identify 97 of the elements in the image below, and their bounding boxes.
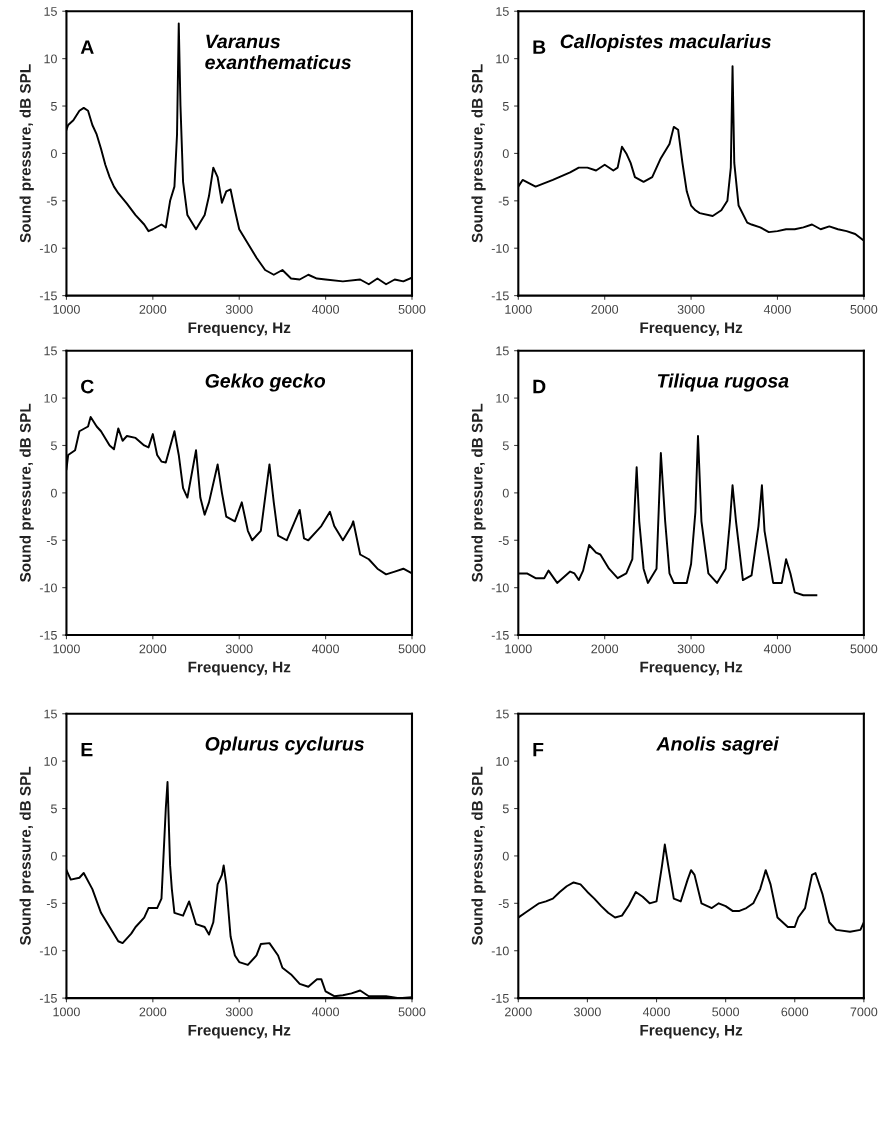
annotation: Gekko gecko bbox=[205, 373, 326, 392]
x-tick-label: 2000 bbox=[591, 644, 619, 654]
x-tick-label: 3000 bbox=[225, 644, 253, 654]
x-tick-label: 5000 bbox=[712, 1007, 740, 1017]
y-tick-label: -5 bbox=[498, 899, 509, 908]
y-tick-label: -15 bbox=[491, 291, 509, 301]
y-tick-label: -10 bbox=[39, 583, 57, 593]
x-axis-title: Frequency, Hz bbox=[188, 661, 291, 676]
x-axis-title: Frequency, Hz bbox=[640, 1024, 743, 1039]
y-tick-label: 15 bbox=[44, 7, 57, 16]
x-axis-title: Frequency, Hz bbox=[640, 661, 743, 676]
y-tick-label: 15 bbox=[496, 7, 509, 16]
x-tick-label: 5000 bbox=[850, 644, 878, 654]
annotation: B bbox=[533, 40, 546, 54]
y-tick-label: -5 bbox=[46, 196, 57, 206]
y-tick-label: 5 bbox=[502, 804, 509, 814]
y-tick-label: 0 bbox=[502, 851, 509, 861]
y-tick-label: -5 bbox=[46, 536, 57, 545]
x-tick-label: 2000 bbox=[139, 1007, 167, 1017]
x-tick-label: 2000 bbox=[505, 1007, 532, 1017]
y-tick-label: 0 bbox=[50, 488, 57, 498]
y-tick-label: 15 bbox=[496, 346, 509, 356]
annotation: E bbox=[81, 742, 93, 757]
annotation: Tiliqua rugosa bbox=[657, 373, 789, 392]
y-tick-label: -15 bbox=[491, 630, 509, 640]
x-tick-label: 7000 bbox=[850, 1007, 878, 1017]
x-tick-label: 3000 bbox=[225, 304, 253, 314]
y-tick-label: -10 bbox=[39, 244, 57, 253]
y-axis-title: Sound pressure, dB SPL bbox=[19, 64, 34, 243]
y-tick-label: 5 bbox=[502, 441, 509, 451]
annotation: D bbox=[533, 379, 546, 394]
y-tick-label: -10 bbox=[491, 244, 509, 253]
y-tick-label: -5 bbox=[46, 899, 57, 908]
y-tick-label: -10 bbox=[491, 583, 509, 593]
x-tick-label: 5000 bbox=[850, 304, 878, 314]
x-tick-label: 3000 bbox=[677, 644, 705, 654]
y-axis-title: Sound pressure, dB SPL bbox=[471, 766, 486, 946]
y-tick-label: -15 bbox=[39, 291, 57, 301]
x-tick-label: 1000 bbox=[53, 304, 80, 314]
annotation: F bbox=[533, 742, 544, 757]
annotation: Anolis sagrei bbox=[656, 736, 779, 755]
y-tick-label: 10 bbox=[44, 54, 57, 64]
x-tick-label: 4000 bbox=[311, 304, 340, 314]
x-axis-title: Frequency, Hz bbox=[188, 322, 291, 337]
x-tick-label: 2000 bbox=[139, 304, 167, 314]
y-tick-label: 0 bbox=[50, 149, 57, 159]
y-tick-label: -5 bbox=[498, 196, 509, 206]
y-tick-label: 15 bbox=[496, 709, 509, 719]
x-tick-label: 4000 bbox=[763, 644, 791, 654]
y-axis-title: Sound pressure, dB SPL bbox=[19, 403, 34, 582]
y-tick-label: 15 bbox=[44, 709, 57, 719]
x-tick-label: 1000 bbox=[53, 644, 80, 654]
y-axis-title: Sound pressure, dB SPL bbox=[471, 64, 486, 243]
x-tick-label: 4000 bbox=[311, 1007, 340, 1017]
y-tick-label: 5 bbox=[50, 804, 57, 814]
x-tick-label: 6000 bbox=[781, 1007, 809, 1017]
x-tick-label: 1000 bbox=[505, 304, 532, 314]
y-tick-label: 10 bbox=[496, 756, 509, 766]
y-tick-label: 5 bbox=[502, 101, 509, 111]
y-tick-label: 0 bbox=[502, 488, 509, 498]
annotation: A bbox=[80, 40, 94, 54]
y-tick-label: 10 bbox=[44, 393, 57, 403]
y-tick-label: -10 bbox=[491, 946, 509, 956]
x-tick-label: 4000 bbox=[311, 644, 340, 654]
x-tick-label: 1000 bbox=[53, 1007, 80, 1017]
y-axis-title: Sound pressure, dB SPL bbox=[471, 403, 486, 582]
x-axis-title: Frequency, Hz bbox=[188, 1024, 291, 1039]
annotation: Varanus exanthematicus bbox=[205, 34, 351, 70]
x-tick-label: 5000 bbox=[398, 644, 426, 654]
x-tick-label: 2000 bbox=[591, 304, 619, 314]
x-tick-label: 5000 bbox=[398, 304, 426, 314]
y-tick-label: -15 bbox=[39, 630, 57, 640]
x-tick-label: 5000 bbox=[398, 1007, 426, 1017]
x-tick-label: 3000 bbox=[677, 304, 705, 314]
y-tick-label: -5 bbox=[498, 536, 509, 545]
y-tick-label: 5 bbox=[50, 441, 57, 451]
y-tick-label: 0 bbox=[50, 851, 57, 861]
y-tick-label: 10 bbox=[44, 756, 57, 766]
x-tick-label: 3000 bbox=[225, 1007, 253, 1017]
y-tick-label: -15 bbox=[491, 994, 509, 1003]
y-tick-label: -10 bbox=[39, 946, 57, 956]
y-tick-label: 0 bbox=[502, 149, 509, 159]
annotation: Oplurus cyclurus bbox=[205, 736, 364, 755]
x-tick-label: 4000 bbox=[763, 304, 791, 314]
y-tick-label: 5 bbox=[50, 101, 57, 111]
x-tick-label: 4000 bbox=[642, 1007, 670, 1017]
x-axis-title: Frequency, Hz bbox=[640, 322, 743, 337]
y-tick-label: -15 bbox=[39, 994, 57, 1003]
y-tick-label: 10 bbox=[496, 393, 509, 403]
y-axis-title: Sound pressure, dB SPL bbox=[19, 766, 34, 946]
x-tick-label: 2000 bbox=[139, 644, 167, 654]
y-tick-label: 10 bbox=[496, 54, 509, 64]
annotation: Callopistes macularius bbox=[560, 33, 771, 53]
x-tick-label: 1000 bbox=[505, 644, 532, 654]
annotation: C bbox=[81, 379, 94, 394]
y-tick-label: 15 bbox=[44, 346, 57, 356]
x-tick-label: 3000 bbox=[573, 1007, 601, 1017]
